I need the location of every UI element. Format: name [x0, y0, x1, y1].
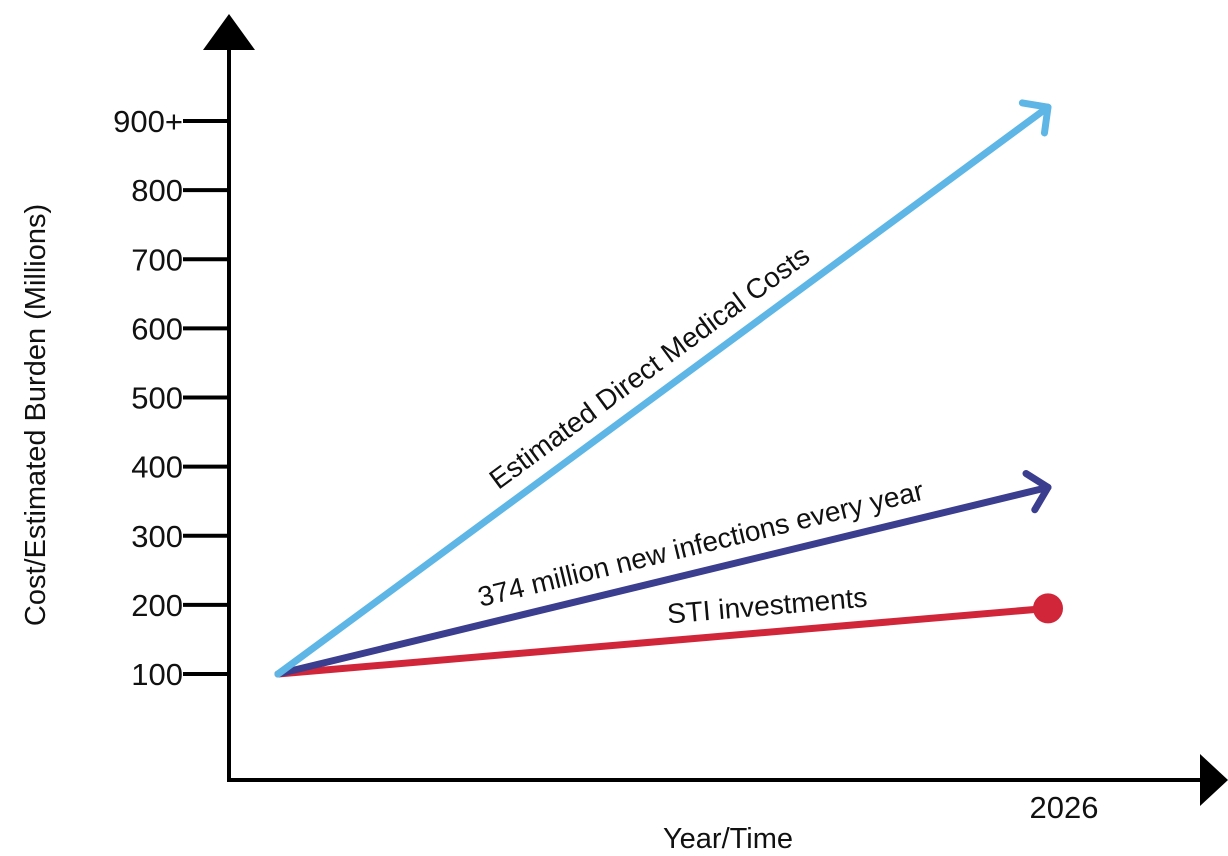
x-tick-label: 2026 [1030, 790, 1099, 825]
series-line [274, 483, 1052, 678]
series-line [274, 103, 1052, 678]
series-line [274, 604, 1052, 678]
series-label: Estimated Direct Medical Costs [484, 240, 816, 496]
series-arrowhead [1018, 99, 1052, 137]
y-tick-label: 900+ [113, 104, 183, 139]
y-tick-label: 800 [131, 173, 183, 208]
x-ticks: 2026 [1030, 790, 1099, 825]
y-tick-label: 700 [131, 242, 183, 277]
series-end-point [1033, 593, 1063, 624]
y-ticks: 100 200 300 400 500 600 700 800 900+ [113, 104, 229, 692]
series-lines [274, 99, 1063, 678]
y-tick-label: 300 [131, 519, 183, 554]
y-tick-label: 200 [131, 588, 183, 623]
x-axis-title: Year/Time [663, 823, 793, 855]
series-label: STI investments [666, 582, 869, 630]
y-axis-arrowhead [203, 14, 255, 50]
x-axis-arrowhead [1200, 754, 1228, 806]
series-arrowhead [1022, 470, 1052, 514]
y-tick-label: 100 [131, 657, 183, 692]
y-tick-label: 600 [131, 311, 183, 346]
y-tick-label: 400 [131, 450, 183, 485]
axes [203, 14, 1228, 806]
y-axis-title: Cost/Estimated Burden (Millions) [20, 204, 52, 626]
y-tick-label: 500 [131, 381, 183, 416]
